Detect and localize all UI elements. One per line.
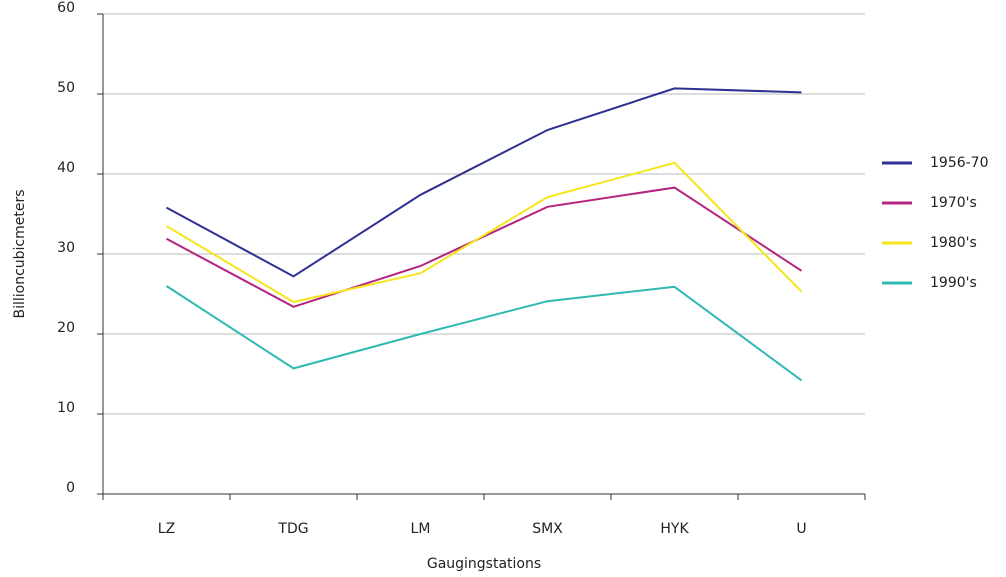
y-tick-label: 20 [57, 320, 75, 336]
series-line [165, 285, 803, 382]
legend-label: 1970's [930, 195, 977, 211]
legend-label: 1980's [930, 235, 977, 251]
series-line [166, 186, 803, 308]
y-tick-label: 30 [57, 240, 75, 256]
legend-label: 1990's [930, 275, 977, 291]
x-tick-label: HYK [660, 521, 689, 537]
x-axis-label: Gaugingstations [427, 556, 541, 572]
x-tick-label: U [796, 521, 806, 537]
legend-label: 1956-70 [930, 155, 989, 171]
y-tick-label: 10 [57, 400, 75, 416]
x-tick-label: LZ [158, 521, 175, 537]
y-tick-label: 50 [57, 80, 75, 96]
x-tick-label: TDG [277, 521, 308, 537]
y-tick-label: 0 [66, 480, 75, 496]
x-tick-label: SMX [532, 521, 563, 537]
series-line [166, 87, 802, 278]
x-tick-label: LM [411, 521, 431, 537]
y-tick-label: 60 [57, 0, 75, 16]
y-axis-label: Billioncubicmeters [12, 189, 28, 318]
series-line [165, 161, 803, 304]
y-tick-label: 40 [57, 160, 75, 176]
